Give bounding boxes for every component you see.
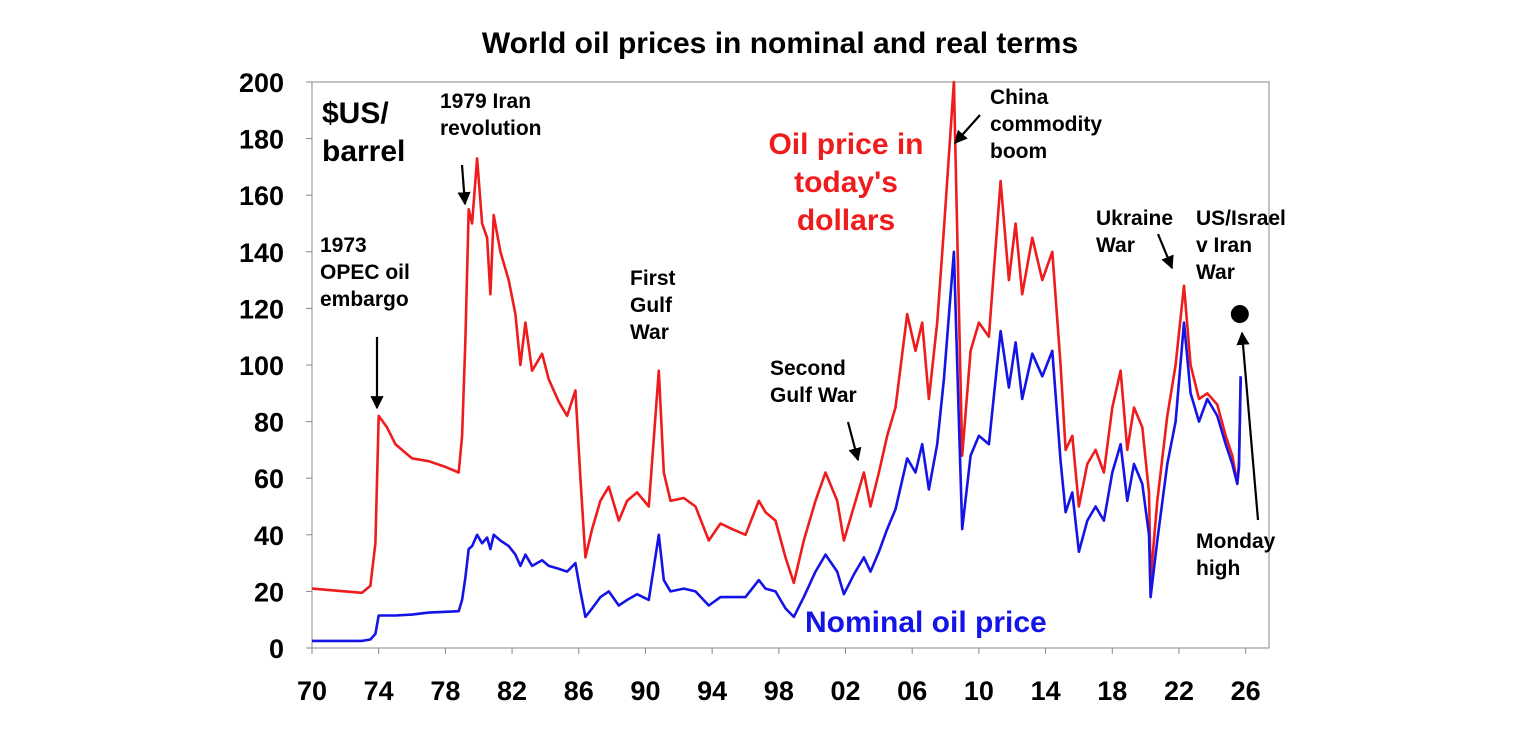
y-tick-label: 20: [254, 577, 284, 607]
series-line: [311, 80, 1242, 595]
annotation-arrow: [954, 114, 981, 144]
y-tick-label: 140: [239, 238, 284, 268]
annotation: 1973 OPEC oil embargo: [320, 234, 410, 311]
annotation: US/Israel v Iran War: [1196, 207, 1286, 284]
y-tick-label: 60: [254, 464, 284, 494]
x-tick-label: 90: [630, 676, 660, 706]
legend-label: Nominal oil price: [805, 606, 1047, 639]
y-tick-label: 0: [269, 634, 284, 664]
x-tick-label: 82: [497, 676, 527, 706]
x-tick-label: 26: [1231, 676, 1261, 706]
y-tick-label: 40: [254, 521, 284, 551]
annotation-arrow: [457, 164, 471, 206]
y-tick-label: 200: [239, 68, 284, 98]
annotation: Monday high: [1196, 530, 1276, 580]
x-tick-label: 06: [897, 676, 927, 706]
y-tick-label: 80: [254, 408, 284, 438]
series-line: [312, 250, 1242, 643]
chart-title: World oil prices in nominal and real ter…: [482, 27, 1078, 60]
annotation: Second Gulf War: [770, 357, 857, 407]
x-tick-label: 14: [1031, 676, 1061, 706]
annotation-arrow: [1236, 331, 1260, 521]
x-tick-label: 98: [764, 676, 794, 706]
x-tick-label: 74: [364, 676, 394, 706]
x-tick-label: 70: [297, 676, 327, 706]
highlight-point: [1230, 305, 1249, 324]
x-tick-label: 18: [1097, 676, 1127, 706]
x-tick-label: 22: [1164, 676, 1194, 706]
x-tick-label: 86: [564, 676, 594, 706]
x-tick-label: 10: [964, 676, 994, 706]
x-tick-label: 94: [697, 676, 727, 706]
y-axis-label: $US/ barrel: [322, 97, 406, 168]
legend-label: Oil price in today's dollars: [768, 128, 924, 237]
y-tick-label: 100: [239, 351, 284, 381]
y-tick-label: 160: [239, 181, 284, 211]
x-tick-label: 02: [830, 676, 860, 706]
annotation: 1979 Iran revolution: [440, 90, 542, 140]
annotation: Ukraine War: [1096, 207, 1174, 257]
y-tick-label: 120: [239, 294, 284, 324]
x-tick-label: 78: [430, 676, 460, 706]
y-tick-label: 180: [239, 125, 284, 155]
annotation: First Gulf War: [630, 267, 676, 344]
annotation-arrow: [846, 421, 862, 462]
annotation: China commodity boom: [990, 86, 1103, 163]
annotation-arrow: [1156, 233, 1174, 270]
